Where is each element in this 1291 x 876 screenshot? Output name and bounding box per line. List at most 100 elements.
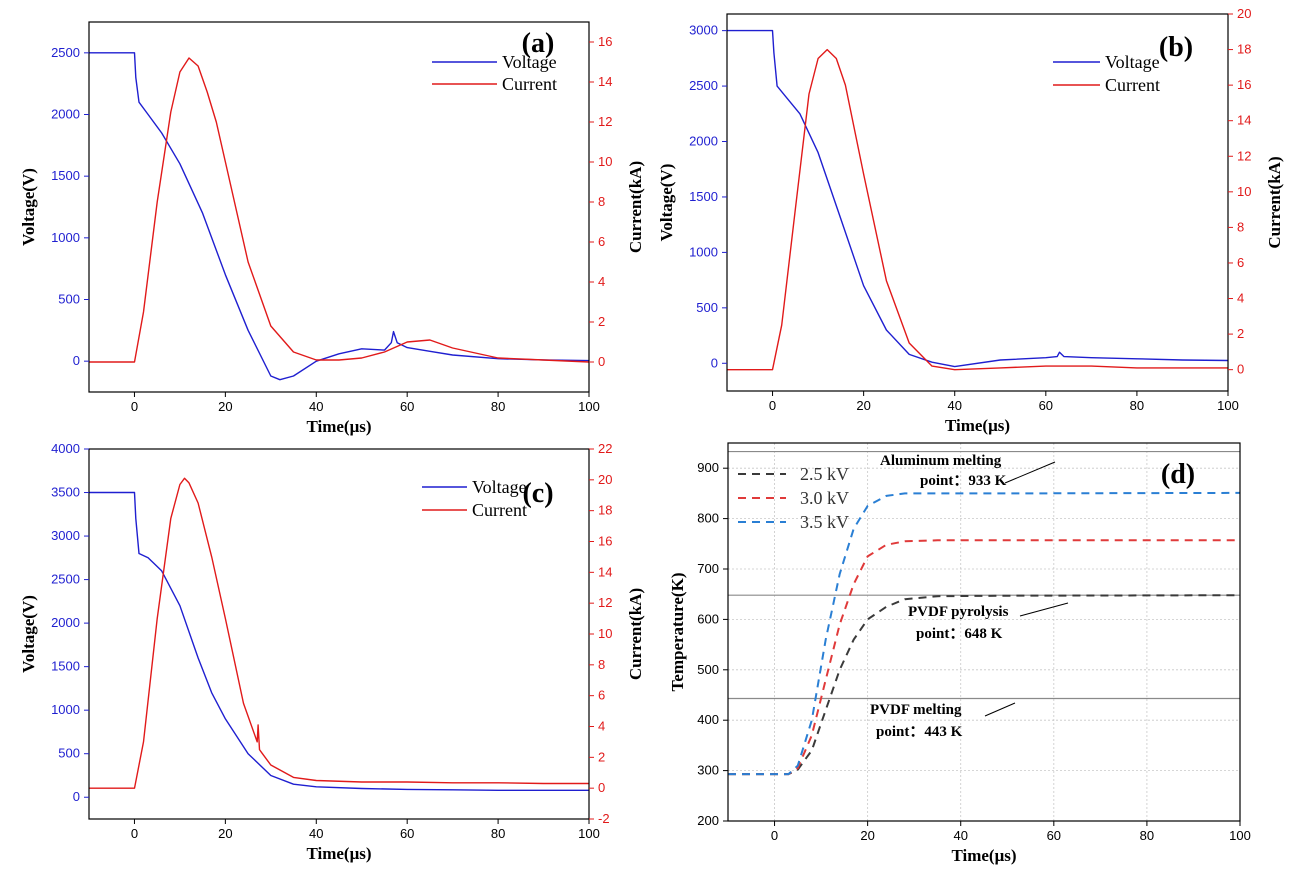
y2-tick-label: 8 [1237, 219, 1244, 234]
x-tick-label: 20 [218, 826, 232, 841]
x-tick-label: 40 [953, 828, 967, 843]
y2-tick-label: 20 [1237, 6, 1251, 21]
series-line-current [727, 48, 1228, 371]
y-tick-label: 500 [58, 292, 80, 307]
reference-label: PVDF melting [870, 702, 962, 718]
y-tick-label: 1500 [51, 168, 80, 183]
x-tick-label: 0 [131, 826, 138, 841]
x-tick-label: 60 [400, 399, 414, 414]
legend-label: 3.0 kV [800, 488, 849, 508]
panel-label: (d) [1161, 459, 1195, 490]
y-tick-label: 800 [697, 511, 719, 526]
y2-tick-label: 22 [598, 441, 612, 456]
y-axis-title: Temperature(K) [668, 573, 687, 692]
y2-tick-label: 6 [598, 234, 605, 249]
y2-tick-label: 4 [598, 719, 605, 734]
y-tick-label: 1000 [689, 244, 718, 259]
x-tick-label: 20 [218, 399, 232, 414]
y2-tick-label: -2 [598, 811, 610, 826]
y-axis-title: Voltage(V) [19, 595, 38, 673]
chart-panel-b: 0 20 40 60 80 1000500100015002000250030000246… [657, 6, 1284, 435]
y2-tick-label: 18 [598, 503, 612, 518]
x-tick-label: 100 [578, 826, 600, 841]
x-tick-label: 60 [400, 826, 414, 841]
x-axis-title: Time(μs) [945, 416, 1010, 435]
reference-label: Aluminum melting [880, 453, 1002, 469]
series-line-voltage [89, 491, 589, 791]
y-tick-label: 0 [711, 355, 718, 370]
legend-label-voltage: Voltage [502, 52, 557, 72]
y2-tick-label: 2 [598, 749, 605, 764]
legend: 2.5 kV 3.0 kV 3.5 kV [738, 464, 849, 532]
y2-tick-label: 10 [598, 154, 612, 169]
legend-label: 3.5 kV [800, 512, 849, 532]
y2-tick-label: 14 [1237, 113, 1251, 128]
x-axis-title: Time(μs) [306, 417, 371, 436]
y-tick-label: 3000 [689, 23, 718, 38]
y-tick-label: 700 [697, 561, 719, 576]
x-tick-label: 0 [769, 398, 776, 413]
y-tick-label: 2000 [51, 107, 80, 122]
y-tick-label: 500 [58, 746, 80, 761]
reference-label: point：443 K [876, 724, 963, 740]
y-tick-label: 400 [697, 712, 719, 727]
y2-tick-label: 12 [598, 114, 612, 129]
y2-tick-label: 12 [1237, 148, 1251, 163]
x-axis-title: Time(μs) [951, 846, 1016, 865]
reference-label: point：648 K [916, 626, 1003, 642]
y-tick-label: 0 [73, 789, 80, 804]
y2-tick-label: 0 [598, 354, 605, 369]
y-tick-label: 500 [697, 662, 719, 677]
x-tick-label: 40 [309, 399, 323, 414]
y2-axis-title: Current(kA) [626, 588, 645, 680]
y2-tick-label: 6 [598, 688, 605, 703]
y-tick-label: 900 [697, 460, 719, 475]
y2-tick-label: 20 [598, 472, 612, 487]
x-tick-label: 100 [578, 399, 600, 414]
y-tick-label: 1000 [51, 230, 80, 245]
y2-tick-label: 0 [1237, 362, 1244, 377]
legend-label-voltage: Voltage [1105, 52, 1160, 72]
y-tick-label: 4000 [51, 441, 80, 456]
y2-tick-label: 10 [1237, 184, 1251, 199]
y2-tick-label: 14 [598, 74, 612, 89]
y-tick-label: 1500 [689, 189, 718, 204]
x-tick-label: 0 [131, 399, 138, 414]
y2-tick-label: 8 [598, 657, 605, 672]
legend-label: 2.5 kV [800, 464, 849, 484]
plot-frame [726, 13, 1229, 392]
y-tick-label: 1000 [51, 702, 80, 717]
annotation-leader [1004, 461, 1056, 484]
y-tick-label: 2500 [689, 78, 718, 93]
y2-tick-label: 6 [1237, 255, 1244, 270]
x-tick-label: 0 [771, 828, 778, 843]
annotation-leader [1019, 602, 1069, 617]
y2-tick-label: 16 [1237, 77, 1251, 92]
chart-panel-c: 0 20 40 60 80 1000500100015002000250030003500… [19, 441, 645, 863]
annotation-leader [984, 702, 1016, 717]
series-line-current [89, 477, 589, 789]
y-axis-title: Voltage(V) [657, 164, 676, 242]
y-tick-label: 3000 [51, 528, 80, 543]
y2-tick-label: 16 [598, 534, 612, 549]
y-tick-label: 600 [697, 611, 719, 626]
y2-tick-label: 4 [1237, 291, 1244, 306]
y-tick-label: 2000 [51, 615, 80, 630]
series-line-3-5-kv [728, 491, 1241, 776]
series-line-current [89, 57, 590, 363]
y2-tick-label: 2 [1237, 326, 1244, 341]
x-tick-label: 100 [1229, 828, 1251, 843]
y-tick-label: 0 [73, 353, 80, 368]
y2-axis-title: Current(kA) [1265, 156, 1284, 248]
legend: Voltage Current [422, 477, 527, 520]
chart-panel-d: Aluminum melting point：933 K PVDF pyrolysi… [668, 442, 1251, 865]
plot-frame [727, 442, 1241, 822]
y2-tick-label: 12 [598, 595, 612, 610]
panel-label: (a) [522, 28, 555, 59]
plot-frame [88, 21, 590, 393]
y-tick-label: 2500 [51, 45, 80, 60]
x-tick-label: 40 [309, 826, 323, 841]
y-tick-label: 2500 [51, 572, 80, 587]
y-tick-label: 200 [697, 813, 719, 828]
